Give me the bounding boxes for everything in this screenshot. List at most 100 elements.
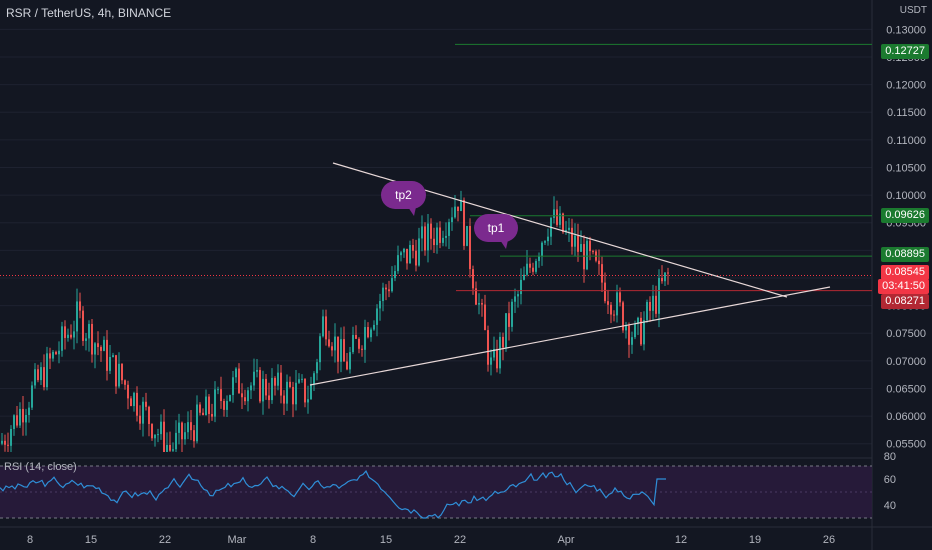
price-tag[interactable]: 0.12727 <box>881 44 929 59</box>
candle-body <box>625 325 627 331</box>
price-axis-label: 0.07500 <box>886 328 926 340</box>
candle-body <box>505 313 507 348</box>
candle-body <box>355 334 357 339</box>
candle-body <box>154 434 156 439</box>
candle-body <box>328 339 330 347</box>
candle-body <box>577 235 579 252</box>
candle-body <box>499 336 501 369</box>
time-axis-label: 22 <box>159 534 171 546</box>
candle-body <box>142 401 144 424</box>
candle-body <box>628 325 630 345</box>
candle-body <box>103 339 105 351</box>
candle-body <box>283 395 285 404</box>
candle-body <box>520 279 522 295</box>
candle-body <box>106 339 108 371</box>
candle-body <box>541 242 543 257</box>
candle-body <box>451 217 453 223</box>
price-tag[interactable]: 03:41:50 <box>878 279 929 294</box>
candle-body <box>247 390 249 402</box>
time-axis-label: 15 <box>380 534 392 546</box>
price-tag[interactable]: 0.08271 <box>881 294 929 309</box>
candle-body <box>67 334 69 338</box>
candle-body <box>367 327 369 338</box>
candle-body <box>259 370 261 402</box>
candle-body <box>340 339 342 362</box>
price-axis-label: 0.11000 <box>887 135 926 147</box>
candle-body <box>406 248 408 264</box>
candle-body <box>655 295 657 314</box>
candle-body <box>637 317 639 324</box>
candle-body <box>667 272 669 274</box>
candle-body <box>199 404 201 413</box>
rsi-indicator-label[interactable]: RSI (14, close) <box>4 461 77 473</box>
candle-body <box>157 434 159 436</box>
candle-body <box>271 377 273 401</box>
tp1-annotation[interactable]: tp1 <box>474 214 518 249</box>
candle-body <box>430 223 432 239</box>
candle-body <box>34 369 36 386</box>
candle-body <box>13 415 15 429</box>
candle-body <box>262 378 264 402</box>
candle-body <box>232 377 234 396</box>
candle-body <box>403 248 405 253</box>
candle-body <box>304 378 306 403</box>
candle-body <box>418 238 420 266</box>
candle-body <box>475 288 477 305</box>
candle-body <box>124 380 126 385</box>
candle-body <box>427 223 429 251</box>
rsi-axis-label: 40 <box>884 500 896 512</box>
candle-body <box>334 336 336 351</box>
candle-body <box>289 381 291 388</box>
candle-body <box>490 357 492 365</box>
price-tag[interactable]: 0.09626 <box>881 208 929 223</box>
candle-body <box>10 428 12 446</box>
candle-body <box>61 326 63 351</box>
candle-body <box>424 226 426 251</box>
candle-body <box>109 357 111 371</box>
time-axis[interactable]: 8 15 22 Mar 8 15 22 Apr 12 19 26 <box>27 534 835 546</box>
candle-body <box>346 361 348 370</box>
candle-body <box>175 432 177 450</box>
candle-body <box>388 289 390 292</box>
candle-body <box>370 329 372 338</box>
candle-body <box>46 353 48 388</box>
candle-body <box>256 370 258 372</box>
candle-body <box>547 236 549 242</box>
price-tag[interactable]: 0.08545 <box>881 265 929 280</box>
candle-body <box>559 213 561 225</box>
candle-body <box>184 432 186 440</box>
candle-body <box>568 227 570 230</box>
time-axis-label: 12 <box>675 534 687 546</box>
candle-body <box>586 240 588 270</box>
candle-body <box>22 408 24 423</box>
candle-body <box>472 269 474 289</box>
candle-body <box>295 382 297 405</box>
candle-body <box>592 251 594 253</box>
price-tag[interactable]: 0.08895 <box>881 247 929 262</box>
candle-body <box>445 235 447 238</box>
price-axis-label: 0.07000 <box>886 356 926 368</box>
candle-body <box>652 295 654 311</box>
candle-body <box>238 368 240 394</box>
candle-body <box>208 396 210 415</box>
tp2-annotation[interactable]: tp2 <box>381 181 426 216</box>
rsi-line <box>0 470 666 519</box>
candle-body <box>40 367 42 381</box>
candle-body <box>511 301 513 327</box>
candle-body <box>7 444 9 446</box>
candle-body <box>220 389 222 401</box>
candle-body <box>634 323 636 338</box>
lower-trendline[interactable] <box>309 286 831 386</box>
candle-body <box>601 264 603 283</box>
price-axis-label: 0.10500 <box>886 162 926 174</box>
price-axis-label: 0.10000 <box>886 190 926 202</box>
candle-body <box>31 385 33 408</box>
time-axis-label: 15 <box>85 534 97 546</box>
currency-label[interactable]: USDT <box>899 5 927 16</box>
candle-body <box>337 336 339 362</box>
candle-body <box>139 415 141 424</box>
candle-body <box>382 287 384 301</box>
candle-body <box>397 255 399 272</box>
candle-body <box>274 377 276 386</box>
